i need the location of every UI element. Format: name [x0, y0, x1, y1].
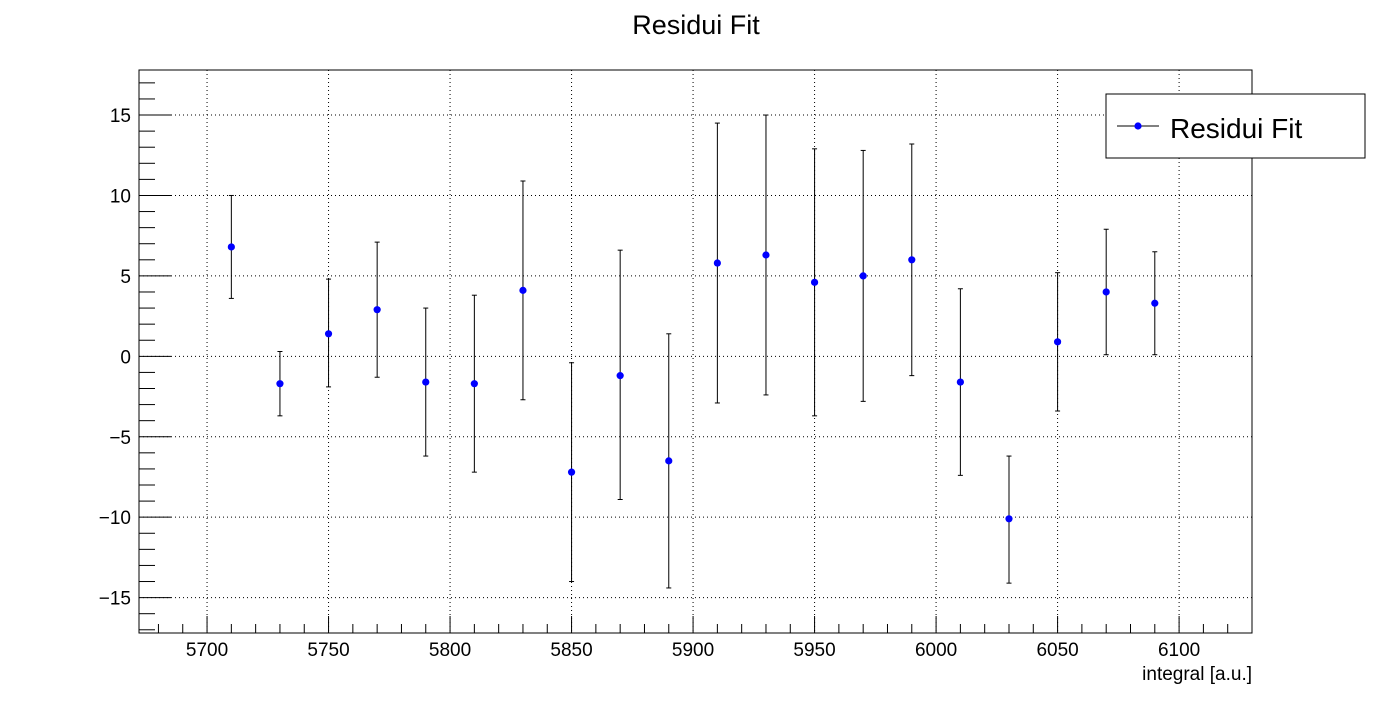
x-tick-label: 5800	[429, 640, 471, 661]
data-point	[519, 286, 527, 294]
y-tick-label: 15	[110, 106, 131, 127]
legend-entry-residui-fit: Residui Fit	[1170, 113, 1302, 144]
data-point	[859, 272, 867, 280]
data-point	[227, 243, 235, 251]
data-point	[422, 378, 430, 386]
data-point	[1053, 338, 1062, 346]
y-tick-label: 10	[110, 186, 131, 207]
x-tick-label: 5850	[550, 640, 592, 661]
data-point	[762, 251, 770, 259]
x-tick-label: 5950	[793, 640, 835, 661]
plot-frame	[138, 69, 1253, 634]
data-point	[567, 468, 576, 476]
y-tick-label: −15	[99, 589, 131, 610]
axis-ticks	[139, 82, 1253, 633]
x-tick-labels: 5700 5750 5800 5850 5900 5950 6000 6050 6100	[186, 640, 1200, 661]
error-bars	[228, 114, 1158, 589]
y-tick-label: 0	[120, 347, 131, 368]
legend-marker	[1134, 122, 1142, 130]
y-tick-label: −10	[99, 508, 131, 529]
y-tick-label: −5	[109, 428, 131, 449]
x-tick-label: 6050	[1036, 640, 1078, 661]
data-point	[810, 278, 819, 286]
data-point	[324, 330, 333, 338]
data-point	[1151, 299, 1159, 307]
x-tick-label: 5700	[186, 640, 228, 661]
data-point	[908, 256, 916, 264]
x-axis-label: integral [a.u.]	[1142, 664, 1252, 685]
data-point	[713, 259, 721, 267]
y-tick-label: 5	[120, 267, 131, 288]
x-tick-label: 5900	[672, 640, 714, 661]
x-tick-label: 5750	[307, 640, 349, 661]
data-point	[276, 380, 284, 388]
data-points	[227, 243, 1159, 523]
x-tick-label: 6000	[915, 640, 957, 661]
data-point	[956, 378, 964, 386]
data-point	[665, 457, 673, 465]
data-point	[1005, 515, 1013, 523]
data-point	[1102, 288, 1110, 296]
data-point	[470, 380, 478, 388]
chart-title: Residui Fit	[632, 10, 760, 40]
legend: Residui Fit	[1105, 93, 1366, 159]
grid	[139, 70, 1252, 633]
data-point	[373, 306, 381, 314]
x-tick-label: 6100	[1158, 640, 1200, 661]
data-point	[616, 372, 624, 380]
y-tick-labels: −15 −10 −5 0 5 10 15	[99, 106, 131, 610]
